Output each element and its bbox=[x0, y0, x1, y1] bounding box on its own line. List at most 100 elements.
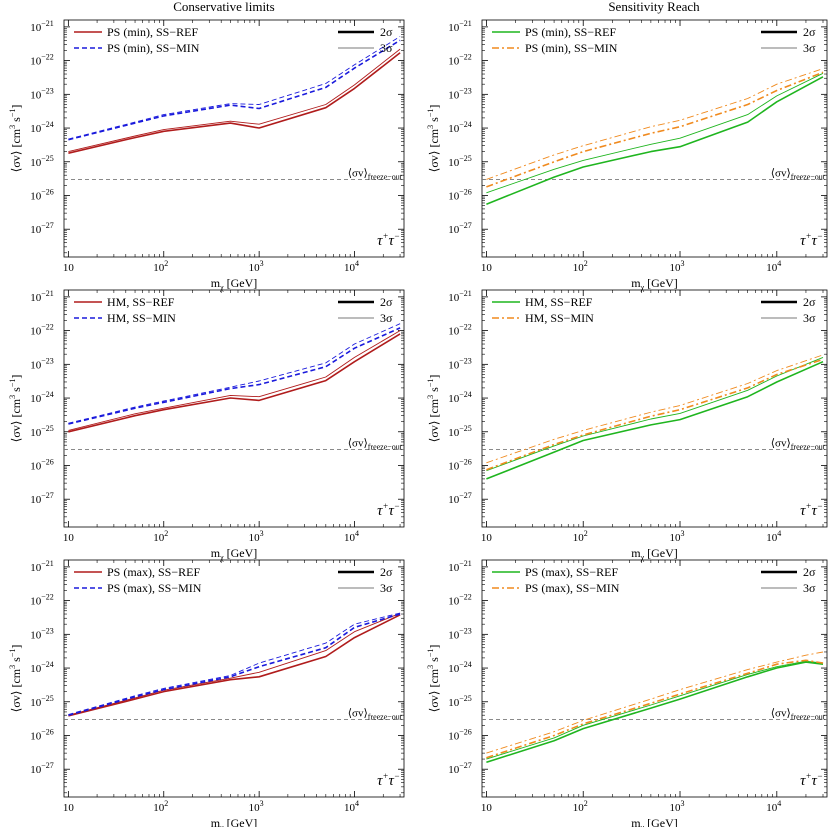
y-tick-label: 10−24 bbox=[448, 660, 472, 675]
x-tick-label: 104 bbox=[344, 799, 359, 814]
plot-frame bbox=[481, 19, 828, 258]
sigma-legend-label: 2σ bbox=[803, 25, 816, 39]
y-tick-label: 10−26 bbox=[30, 187, 54, 202]
plot-frame bbox=[481, 559, 828, 798]
sigma-legend-label: 2σ bbox=[803, 565, 816, 579]
x-tick-label: 10 bbox=[63, 802, 75, 814]
y-tick-label: 10−26 bbox=[30, 457, 54, 472]
y-tick-label: 10−27 bbox=[30, 221, 54, 236]
series-line-orange-2sigma bbox=[486, 358, 824, 471]
y-tick-label: 10−24 bbox=[30, 120, 54, 135]
y-tick-label: 10−21 bbox=[448, 559, 472, 574]
y-tick-label: 10−25 bbox=[30, 154, 54, 169]
x-tick-label: 102 bbox=[153, 259, 168, 274]
sigma-legend-label: 3σ bbox=[380, 311, 393, 325]
x-axis-label: mχ [GeV] bbox=[211, 546, 258, 562]
freeze-out-label: ⟨σv⟩freeze−out bbox=[348, 167, 403, 181]
channel-label: τ+τ− bbox=[377, 771, 400, 789]
series-line-orange-3sigma bbox=[486, 651, 824, 754]
panel-p21: 10 102 103 104 10−27 10−26 10−25 10−24 10−23 10−2… bbox=[426, 559, 828, 827]
y-tick-label: 10−24 bbox=[30, 660, 54, 675]
y-tick-label: 10−23 bbox=[30, 626, 54, 641]
y-tick-label: 10−27 bbox=[30, 761, 54, 776]
y-tick-label: 10−22 bbox=[448, 323, 472, 338]
x-tick-label: 102 bbox=[573, 259, 588, 274]
legend-label: PS (min), SS−REF bbox=[525, 25, 616, 39]
series-line-red-3sigma bbox=[68, 330, 401, 431]
y-tick-label: 10−21 bbox=[30, 559, 54, 574]
y-tick-label: 10−25 bbox=[30, 694, 54, 709]
series-line-orange-3sigma bbox=[486, 354, 824, 464]
y-tick-label: 10−25 bbox=[30, 424, 54, 439]
y-tick-label: 10−27 bbox=[448, 761, 472, 776]
channel-label: τ+τ− bbox=[377, 501, 400, 519]
freeze-out-label: ⟨σv⟩freeze−out bbox=[348, 707, 403, 721]
x-tick-label: 10 bbox=[481, 532, 493, 544]
legend-label: HM, SS−REF bbox=[525, 295, 593, 309]
sigma-legend-label: 3σ bbox=[803, 311, 816, 325]
y-tick-label: 10−26 bbox=[448, 457, 472, 472]
y-tick-label: 10−25 bbox=[448, 154, 472, 169]
y-tick-label: 10−26 bbox=[448, 727, 472, 742]
channel-label: τ+τ− bbox=[800, 501, 823, 519]
y-tick-label: 10−27 bbox=[448, 221, 472, 236]
x-axis-label: mχ [GeV] bbox=[631, 276, 678, 292]
y-tick-label: 10−22 bbox=[448, 53, 472, 68]
y-axis-label: ⟨σv⟩ [cm3 s−1] bbox=[8, 645, 23, 713]
legend-label: PS (min), SS−MIN bbox=[107, 41, 200, 55]
y-tick-label: 10−26 bbox=[448, 187, 472, 202]
series-line-blue-2sigma bbox=[68, 613, 401, 716]
panels: 10 102 103 104 10−27 10−26 10−25 10−24 10−23 10−2… bbox=[8, 19, 828, 827]
freeze-out-label: ⟨σv⟩freeze−out bbox=[771, 707, 826, 721]
y-tick-label: 10−26 bbox=[30, 727, 54, 742]
series-line-red-2sigma bbox=[68, 614, 401, 717]
x-tick-label: 10 bbox=[63, 532, 75, 544]
series-line-green-3sigma bbox=[486, 356, 824, 472]
legend-label: PS (max), SS−REF bbox=[107, 565, 200, 579]
channel-label: τ+τ− bbox=[800, 771, 823, 789]
sigma-legend-label: 3σ bbox=[803, 41, 816, 55]
legend-label: PS (max), SS−REF bbox=[525, 565, 618, 579]
series-line-orange-2sigma bbox=[486, 659, 824, 759]
sigma-legend-label: 2σ bbox=[380, 565, 393, 579]
y-axis-label: ⟨σv⟩ [cm3 s−1] bbox=[426, 375, 441, 443]
y-tick-label: 10−23 bbox=[30, 86, 54, 101]
x-tick-label: 103 bbox=[670, 259, 685, 274]
y-tick-label: 10−25 bbox=[448, 694, 472, 709]
y-axis-label: ⟨σv⟩ [cm3 s−1] bbox=[426, 105, 441, 173]
x-tick-label: 103 bbox=[249, 799, 264, 814]
sigma-legend-label: 2σ bbox=[803, 295, 816, 309]
legend-label: HM, SS−MIN bbox=[107, 311, 176, 325]
series-line-green-2sigma bbox=[486, 360, 824, 480]
legend-label: PS (min), SS−REF bbox=[107, 25, 198, 39]
legend-label: PS (min), SS−MIN bbox=[525, 41, 618, 55]
series-line-blue-2sigma bbox=[68, 327, 401, 425]
series-line-green-2sigma bbox=[486, 76, 824, 205]
plot-frame bbox=[63, 559, 405, 798]
y-tick-label: 10−24 bbox=[448, 390, 472, 405]
x-tick-label: 102 bbox=[153, 799, 168, 814]
panel-p11: 10 102 103 104 10−27 10−26 10−25 10−24 10−23 10−2… bbox=[426, 289, 828, 562]
freeze-out-label: ⟨σv⟩freeze−out bbox=[771, 437, 826, 451]
x-axis-label: mχ [GeV] bbox=[211, 816, 258, 827]
panel-p20: 10 102 103 104 10−27 10−26 10−25 10−24 10−23 10−2… bbox=[8, 559, 405, 827]
series-line-blue-3sigma bbox=[68, 36, 401, 140]
panel-p01: 10 102 103 104 10−27 10−26 10−25 10−24 10−23 10−2… bbox=[426, 19, 828, 292]
x-tick-label: 103 bbox=[249, 259, 264, 274]
sigma-legend-label: 3σ bbox=[380, 41, 393, 55]
y-tick-label: 10−27 bbox=[30, 491, 54, 506]
series-line-orange-2sigma bbox=[486, 71, 824, 188]
x-tick-label: 104 bbox=[766, 529, 781, 544]
series-line-blue-2sigma bbox=[68, 39, 401, 141]
y-tick-label: 10−22 bbox=[448, 593, 472, 608]
column-title-sensitivity: Sensitivity Reach bbox=[608, 0, 700, 14]
y-axis-label: ⟨σv⟩ [cm3 s−1] bbox=[426, 645, 441, 713]
y-tick-label: 10−21 bbox=[30, 289, 54, 304]
legend-label: PS (max), SS−MIN bbox=[107, 581, 202, 595]
y-tick-label: 10−22 bbox=[30, 53, 54, 68]
x-tick-label: 10 bbox=[481, 802, 493, 814]
plot-frame bbox=[481, 289, 828, 528]
series-line-green-2sigma bbox=[486, 661, 824, 764]
x-tick-label: 104 bbox=[344, 259, 359, 274]
